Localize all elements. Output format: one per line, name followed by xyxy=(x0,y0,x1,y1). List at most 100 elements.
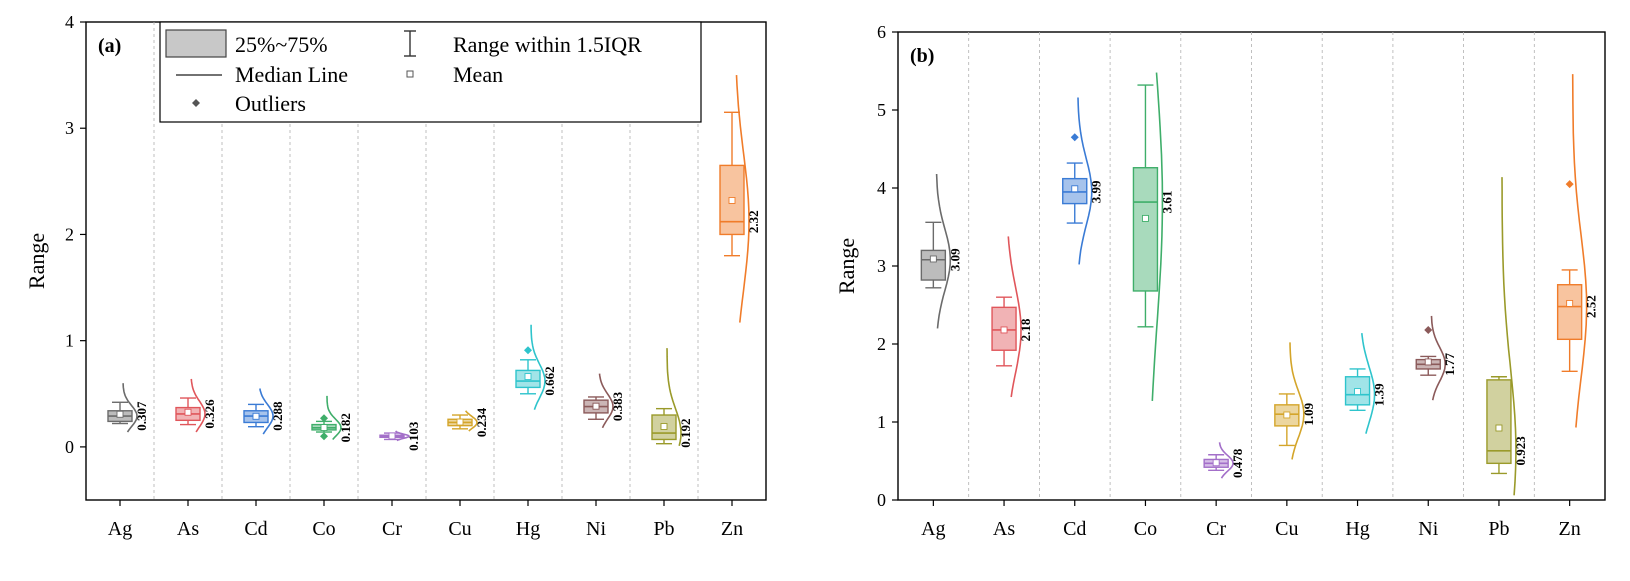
panel-a-mean-marker-pb xyxy=(660,423,668,430)
panel-b-x-tick-label-cd: Cd xyxy=(1063,518,1086,540)
panel-b-y-tick-label: 4 xyxy=(877,178,886,198)
panel-b-box-zn: 2.52 xyxy=(1556,74,1599,428)
panel-b-separators xyxy=(968,32,1535,500)
panel-b-x-tick-label-co: Co xyxy=(1134,518,1157,540)
panel-a-box-ag: 0.307 xyxy=(107,383,149,433)
panel-b-mean-marker-co xyxy=(1141,214,1149,222)
panel-b-x-ticks: Ag As Cd Co Cr Cu Hg Ni Pb Zn xyxy=(921,500,1581,540)
panel-a-x-tick-label-as: As xyxy=(177,518,199,540)
panel-a-mean-marker-cr xyxy=(388,432,396,440)
panel-a-distribution-curve-cd xyxy=(259,388,274,435)
panel-a-mean-value-label-zn: 2.32 xyxy=(746,210,761,233)
panel-b-mean-marker-cu xyxy=(1283,411,1291,419)
panel-b-outlier-cd xyxy=(1070,133,1079,142)
panel-a-box-ni: 0.383 xyxy=(583,373,625,429)
panel-b-y-tick-label: 0 xyxy=(877,490,886,510)
panel-b-y-tick-label: 3 xyxy=(877,256,886,276)
panel-a-x-tick-label-ag: Ag xyxy=(108,518,132,540)
panel-a-x-tick-label-co: Co xyxy=(312,518,335,540)
panel-b-mean-value-label-as: 2.18 xyxy=(1018,318,1033,341)
panel-b-label: (b) xyxy=(910,45,934,67)
panel-b-x-tick-label-cu: Cu xyxy=(1275,518,1298,540)
panel-a-y-tick-label: 1 xyxy=(65,331,74,351)
panel-b-distribution-curve-cr xyxy=(1218,442,1234,479)
panel-a-x-tick-label-cd: Cd xyxy=(244,518,267,540)
panel-b-mean-marker-cr xyxy=(1212,459,1220,467)
panel-a-x-tick-label-pb: Pb xyxy=(653,518,674,540)
panel-b-outlier-zn xyxy=(1565,180,1574,189)
panel-a-distribution-curve-co xyxy=(326,395,342,441)
panel-b-distribution-curve-cd xyxy=(1077,97,1093,265)
legend-box-label: 25%~75% xyxy=(235,32,328,57)
panel-a-mean-value-label-cd: 0.288 xyxy=(270,401,285,431)
panel-b-distribution-curve-ag xyxy=(935,173,952,329)
panel-a-x-tick-label-zn: Zn xyxy=(721,518,743,540)
panel-b-distribution-curve-as xyxy=(1007,236,1022,398)
panel-a-outlier-co xyxy=(320,432,328,441)
panel-a-y-tick-label: 0 xyxy=(65,437,74,457)
legend-mean-label: Mean xyxy=(453,62,503,87)
panel-a-y-tick-label: 2 xyxy=(65,224,74,244)
panel-b-distribution-curve-pb xyxy=(1501,177,1517,496)
panel-b-x-tick-label-cr: Cr xyxy=(1206,518,1226,540)
panel-a-x-tick-label-ni: Ni xyxy=(586,518,606,540)
panel-a-mean-marker-as xyxy=(184,408,192,416)
legend-range-label: Range within 1.5IQR xyxy=(453,32,642,57)
panel-b-mean-value-label-cu: 1.09 xyxy=(1301,402,1316,425)
panel-b-box-cu: 1.09 xyxy=(1274,342,1316,460)
panel-b-x-tick-label-ni: Ni xyxy=(1418,518,1438,540)
panel-b-distribution-curve-cu xyxy=(1289,342,1305,460)
panel-a-x-tick-label-hg: Hg xyxy=(516,518,540,540)
panel-b-iqr-box-zn xyxy=(1556,284,1583,341)
panel-b-iqr-box-pb xyxy=(1486,379,1512,465)
panel-b: 0 1 2 3 4 5 6 Ag As Cd Co Cr Cu Hg Ni Pb Zn 3.09 2.18 3.9… xyxy=(834,22,1606,540)
panel-a-box-zn: 2.32 xyxy=(719,75,761,323)
panel-b-x-tick-label-ag: Ag xyxy=(921,518,945,540)
panel-b-mean-marker-ni xyxy=(1424,358,1432,366)
panel-b-box-as: 2.18 xyxy=(991,236,1033,398)
panel-a-distribution-curve-ag xyxy=(122,383,138,433)
panel-a-box-cd: 0.288 xyxy=(243,388,285,435)
panel-a-mean-value-label-as: 0.326 xyxy=(202,399,217,429)
panel-b-mean-value-label-pb: 0.923 xyxy=(1513,436,1528,466)
panel-b-y-axis-label: Range xyxy=(834,238,859,294)
panel-b-mean-value-label-cr: 0.478 xyxy=(1230,448,1245,478)
panel-a-x-tick-label-cu: Cu xyxy=(448,518,471,540)
panel-b-distribution-curve-co xyxy=(1151,72,1164,401)
legend-range-icon xyxy=(404,30,416,57)
panel-b-x-tick-label-hg: Hg xyxy=(1345,518,1369,540)
panel-b-mean-value-label-ag: 3.09 xyxy=(947,248,962,271)
panel-a-mean-marker-cu xyxy=(456,418,464,426)
panel-b-boxes: 3.09 2.18 3.99 3.61 0.478 1.09 1.39 1.77 0.923 2.… xyxy=(920,72,1599,496)
panel-a-y-ticks: 0 1 2 3 4 xyxy=(65,12,86,457)
panel-b-mean-value-label-hg: 1.39 xyxy=(1372,383,1387,406)
panel-a: 0 1 2 3 4 Ag As Cd Co Cr Cu Hg Ni Pb Zn 0.307 0.326 0.2… xyxy=(24,12,767,540)
panel-b-box-ni: 1.77 xyxy=(1415,315,1457,401)
panel-b-mean-marker-cd xyxy=(1071,185,1079,193)
legend-mean-marker xyxy=(406,70,414,78)
panel-a-label: (a) xyxy=(98,35,121,57)
panel-b-box-cd: 3.99 xyxy=(1062,97,1104,265)
panel-a-distribution-curve-cu xyxy=(464,410,478,432)
panel-b-iqr-box-co xyxy=(1132,167,1159,292)
panel-a-box-co: 0.182 xyxy=(311,395,353,442)
panel-b-box-hg: 1.39 xyxy=(1344,333,1387,434)
panel-a-mean-marker-ni xyxy=(592,402,600,410)
panel-b-outlier-ni xyxy=(1424,325,1433,334)
panel-a-mean-marker-ag xyxy=(116,410,124,418)
panel-a-distribution-curve-hg xyxy=(530,324,546,410)
panel-a-box-cu: 0.234 xyxy=(447,407,489,437)
panel-a-box-hg: 0.662 xyxy=(515,324,557,410)
panel-a-y-axis-label: Range xyxy=(24,233,49,289)
panel-a-distribution-curve-ni xyxy=(598,373,614,429)
panel-b-box-cr: 0.478 xyxy=(1203,442,1245,479)
panel-b-x-tick-label-as: As xyxy=(993,518,1015,540)
panel-b-mean-marker-ag xyxy=(929,255,937,263)
panel-b-box-co: 3.61 xyxy=(1132,72,1174,401)
legend: 25%~75% Range within 1.5IQR Median Line … xyxy=(159,21,702,123)
panel-a-boxes: 0.307 0.326 0.288 0.182 0.103 0.234 0.662 0.383… xyxy=(107,75,761,451)
panel-b-box-ag: 3.09 xyxy=(920,173,962,329)
panel-b-y-tick-label: 6 xyxy=(877,22,886,42)
panel-b-iqr-box-ag xyxy=(920,249,947,281)
